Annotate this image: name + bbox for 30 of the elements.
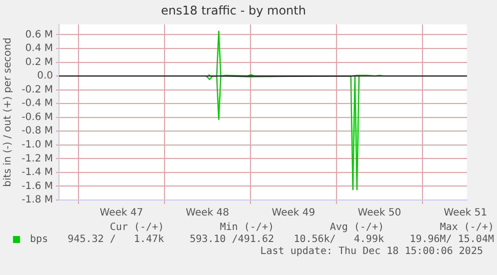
- x-tick-label: Week 48: [186, 208, 230, 219]
- x-tick-label: Week 49: [272, 208, 316, 219]
- y-tick-label: -1.4 M: [22, 167, 53, 178]
- y-tick-label: -1.8 M: [22, 194, 53, 206]
- y-tick-label: 0.0: [37, 70, 53, 82]
- x-tick-label: Week 50: [358, 208, 402, 219]
- y-tick-label: -0.6 M: [22, 112, 53, 123]
- text: 19.96M/ 15.04M: [408, 234, 495, 245]
- text: 593.10 /491.62: [188, 234, 275, 245]
- y-tick-label: -1.0 M: [22, 140, 53, 151]
- y-axis-title: bits in (-) / out (+) per second: [2, 38, 14, 187]
- y-tick-label: 0.4 M: [25, 43, 53, 54]
- x-tick-label: Week 47: [100, 208, 144, 219]
- y-tick-label: 0.2 M: [25, 56, 53, 68]
- y-tick-label: -1.2 M: [22, 153, 53, 164]
- text: Max (-/+): [438, 222, 495, 233]
- y-tick-label: -1.6 M: [22, 180, 53, 192]
- y-tick-label: -0.2 M: [22, 84, 53, 96]
- text: 10.56k/ 4.99k: [292, 234, 385, 245]
- text: Avg (-/+): [328, 222, 385, 233]
- legend-label: bps: [29, 234, 48, 245]
- y-tick-label: -0.8 M: [22, 126, 53, 137]
- text: Last update: Thu Dec 18 15:00:06 2025: [259, 246, 484, 257]
- y-tick-label: -0.4 M: [22, 98, 53, 110]
- x-tick-label: Week 51: [444, 208, 488, 219]
- chart-title: ens18 traffic - by month: [161, 3, 306, 18]
- y-tick-label: 0.6 M: [25, 29, 53, 40]
- text: 945.32 / 1.47k: [66, 234, 165, 245]
- text: Cur (-/+): [108, 222, 165, 233]
- text: Min (-/+): [218, 222, 275, 233]
